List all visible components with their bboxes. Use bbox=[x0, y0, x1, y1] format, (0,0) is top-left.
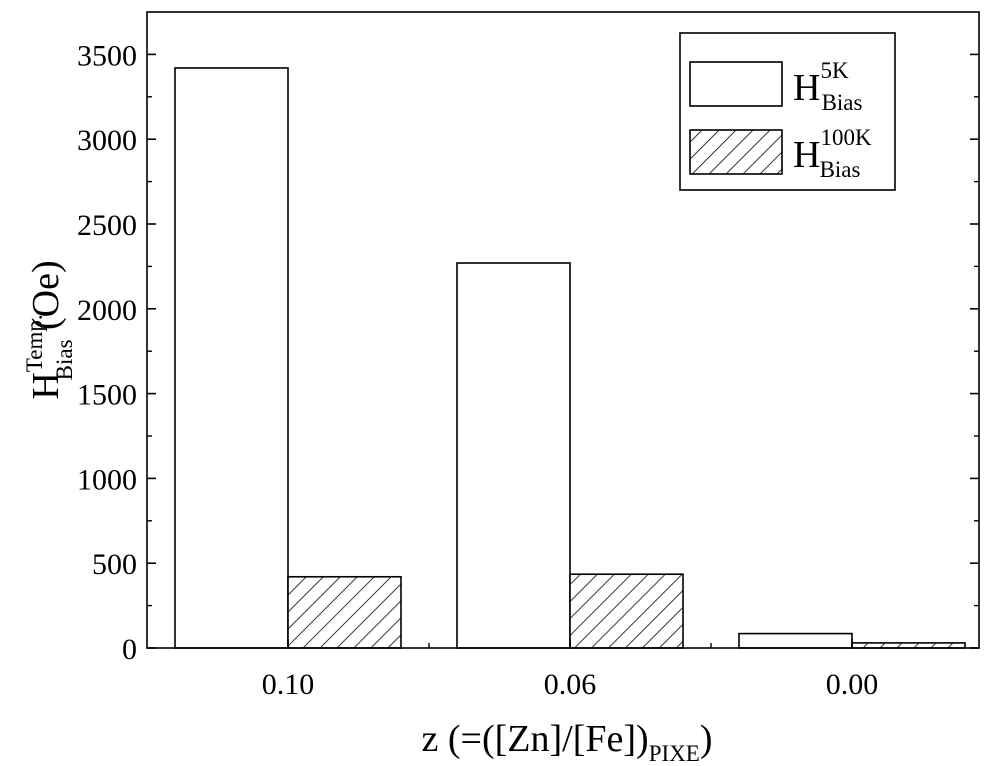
y-tick-label: 2000 bbox=[77, 294, 137, 327]
y-axis-label-main: H bbox=[25, 372, 67, 399]
bar-100k-0 bbox=[287, 575, 402, 649]
y-tick-label: 3000 bbox=[77, 124, 137, 157]
y-tick-label: 0 bbox=[122, 633, 137, 666]
y-tick-label: 500 bbox=[92, 548, 137, 581]
legend-swatch-5k bbox=[689, 61, 783, 107]
legend-swatch-100k bbox=[689, 129, 783, 175]
x-tick-label: 0.06 bbox=[544, 668, 597, 701]
y-tick-label: 1500 bbox=[77, 379, 137, 412]
y-tick-label: 3500 bbox=[77, 39, 137, 72]
y-tick-label: 1000 bbox=[77, 463, 137, 496]
y-axis-label-sup: Temp. bbox=[22, 314, 47, 372]
y-axis: 0 500 1000 1500 2000 2500 3000 3500 bbox=[77, 39, 979, 666]
x-tick-label: 0.00 bbox=[826, 668, 879, 701]
bar-100k-1 bbox=[569, 573, 684, 649]
bar-5k-0 bbox=[174, 67, 289, 649]
y-axis-label-sub: Bias bbox=[52, 339, 77, 380]
x-axis-label: z (=([Zn]/[Fe])PIXE) bbox=[422, 718, 713, 766]
y-tick-label: 2500 bbox=[77, 209, 137, 242]
x-axis: 0.10 0.06 0.00 bbox=[262, 639, 879, 701]
plot-frame bbox=[146, 11, 980, 649]
x-tick-label: 0.10 bbox=[262, 668, 315, 701]
x-axis-label-main: z (=([Zn]/[Fe]) bbox=[422, 718, 649, 760]
x-axis-label-sub: PIXE bbox=[649, 741, 700, 766]
bars-group bbox=[174, 67, 966, 649]
y-axis-label: HTemp. Bias (Oe) bbox=[22, 260, 77, 399]
bar-5k-2 bbox=[738, 632, 853, 649]
legend: H5K Bias H100K Bias bbox=[679, 32, 896, 191]
bar-5k-1 bbox=[456, 262, 571, 649]
y-axis-label-tail: (Oe) bbox=[25, 260, 67, 339]
legend-label-5k: H5K Bias bbox=[793, 58, 863, 115]
legend-label-100k: H100K Bias bbox=[793, 125, 872, 182]
x-axis-label-tail: ) bbox=[700, 718, 713, 760]
